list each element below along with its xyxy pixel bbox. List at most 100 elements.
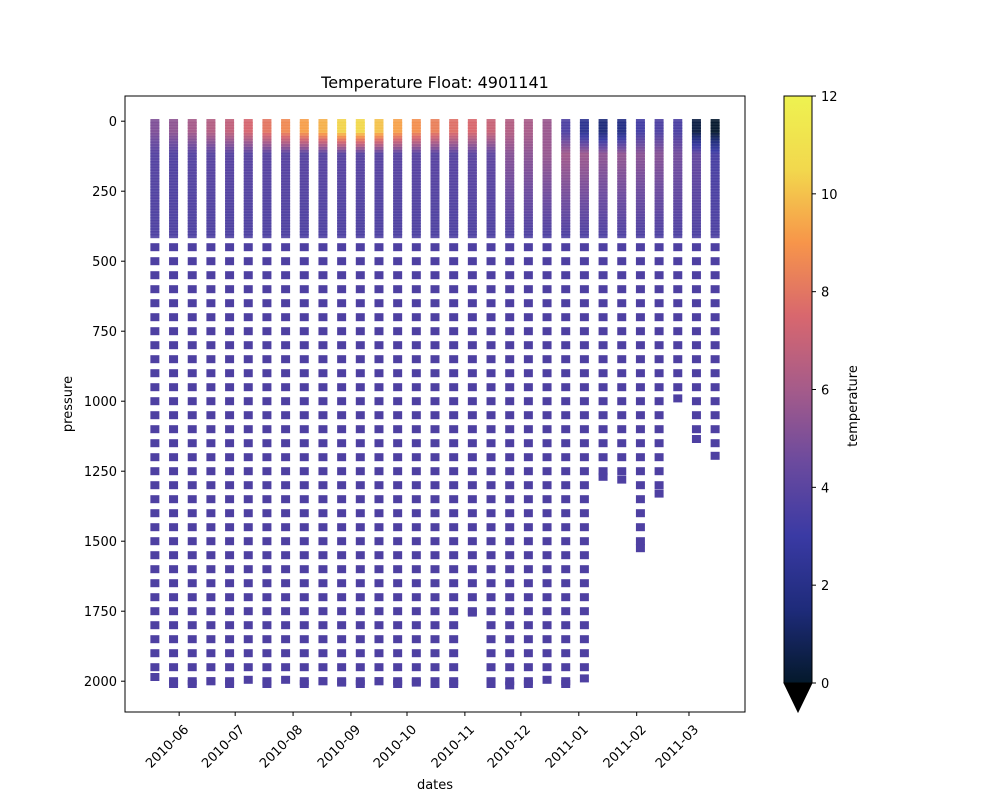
data-point: [710, 313, 720, 322]
data-point: [374, 152, 384, 157]
data-point: [710, 189, 720, 194]
data-point: [374, 121, 384, 127]
data-point: [598, 355, 608, 364]
data-point: [505, 257, 515, 266]
data-point: [318, 149, 328, 155]
data-point: [355, 341, 365, 350]
data-point: [523, 271, 533, 280]
data-point: [654, 186, 664, 191]
data-point: [337, 299, 347, 308]
data-point: [150, 144, 160, 149]
data-point: [542, 593, 552, 602]
data-point: [505, 228, 515, 233]
data-point: [467, 119, 477, 124]
data-point: [411, 152, 421, 157]
data-point: [150, 183, 160, 188]
data-point: [411, 355, 421, 364]
data-point: [393, 222, 403, 227]
data-point: [542, 222, 552, 227]
data-point: [187, 565, 197, 574]
profile: [579, 119, 589, 683]
data-point: [393, 635, 403, 644]
data-point: [299, 158, 309, 163]
data-point: [318, 186, 328, 191]
data-point: [579, 152, 589, 157]
data-point: [654, 177, 664, 183]
data-point: [579, 214, 589, 219]
data-point: [262, 217, 272, 222]
data-point: [150, 141, 160, 146]
profile: [635, 119, 645, 553]
data-point: [691, 141, 701, 146]
data-point: [617, 231, 627, 236]
data-point: [579, 177, 589, 183]
data-point: [523, 439, 533, 448]
data-point: [449, 175, 459, 180]
data-point: [225, 439, 235, 448]
data-point: [467, 217, 477, 222]
data-point: [187, 341, 197, 350]
data-point: [635, 133, 645, 138]
data-point: [374, 144, 384, 149]
data-point: [318, 537, 328, 546]
data-point: [617, 127, 627, 132]
data-point: [710, 180, 720, 185]
data-point: [635, 509, 645, 518]
data-point: [262, 124, 272, 129]
data-point: [411, 138, 421, 143]
data-point: [187, 425, 197, 434]
data-point: [355, 635, 365, 644]
data-point: [206, 327, 216, 336]
y-tick-label: 1500: [84, 535, 117, 550]
data-point: [430, 214, 440, 219]
data-point: [337, 189, 347, 194]
data-point: [150, 149, 160, 155]
data-point: [691, 211, 701, 216]
data-point: [206, 197, 216, 202]
data-point: [467, 257, 477, 266]
data-point: [449, 144, 459, 149]
data-point: [150, 551, 160, 560]
data-point: [486, 158, 496, 163]
data-point: [673, 383, 683, 392]
data-point: [691, 161, 701, 166]
data-point: [374, 593, 384, 602]
data-point: [206, 425, 216, 434]
data-point: [150, 397, 160, 406]
data-point: [281, 327, 291, 336]
data-point: [169, 127, 179, 132]
data-point: [281, 183, 291, 188]
data-point: [281, 579, 291, 588]
data-point: [187, 186, 197, 191]
data-point: [299, 130, 309, 135]
data-point: [542, 327, 552, 336]
data-point: [542, 144, 552, 149]
data-point: [635, 495, 645, 504]
data-point: [243, 233, 253, 239]
data-point: [486, 191, 496, 197]
profile: [467, 119, 477, 617]
data-point: [225, 121, 235, 127]
data-point: [281, 551, 291, 560]
data-point: [169, 141, 179, 146]
data-point: [486, 425, 496, 434]
data-point: [430, 205, 440, 211]
data-point: [430, 135, 440, 141]
data-point: [281, 233, 291, 239]
data-point: [710, 451, 720, 460]
data-point: [561, 383, 571, 392]
data-point: [187, 141, 197, 146]
data-point: [169, 214, 179, 219]
data-point: [243, 257, 253, 266]
data-point: [393, 228, 403, 233]
data-point: [691, 147, 701, 152]
data-point: [710, 233, 720, 239]
data-point: [449, 152, 459, 157]
data-point: [355, 680, 365, 688]
data-point: [393, 175, 403, 180]
data-point: [542, 152, 552, 157]
data-point: [355, 121, 365, 127]
data-point: [262, 177, 272, 183]
data-point: [281, 189, 291, 194]
